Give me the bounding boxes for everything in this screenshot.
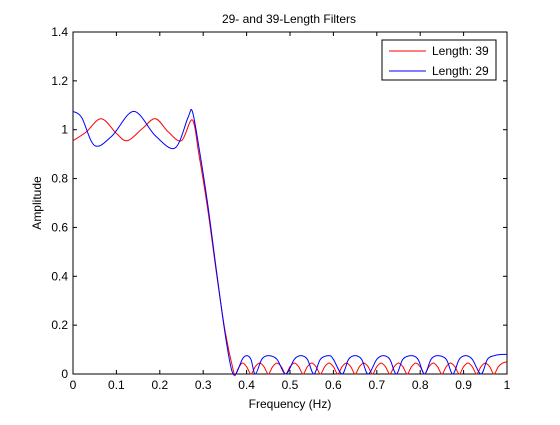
legend-label-2: Length: 29 xyxy=(432,64,489,78)
x-tick-label: 0.8 xyxy=(412,378,429,392)
x-tick-label: 0.7 xyxy=(368,378,385,392)
x-tick-label: 0.3 xyxy=(195,378,212,392)
x-tick-label: 0.5 xyxy=(282,378,299,392)
y-tick-label: 1 xyxy=(61,123,68,137)
plot-area xyxy=(73,32,507,374)
x-tick-label: 0.6 xyxy=(325,378,342,392)
x-tick-label: 1 xyxy=(504,378,511,392)
y-tick-label: 0.4 xyxy=(51,269,68,283)
x-tick-label: 0.2 xyxy=(151,378,168,392)
y-tick-label: 0 xyxy=(61,367,68,381)
x-tick-label: 0.4 xyxy=(238,378,255,392)
y-axis-title: Amplitude xyxy=(30,176,44,230)
legend-label-1: Length: 39 xyxy=(432,44,489,58)
y-tick-label: 0.2 xyxy=(51,318,68,332)
x-tick-label: 0.1 xyxy=(108,378,125,392)
y-tick-label: 1.4 xyxy=(51,25,68,39)
legend: Length: 39 Length: 29 xyxy=(382,40,496,80)
x-tick-label: 0 xyxy=(70,378,77,392)
chart-title: 29- and 39-Length Filters xyxy=(222,12,356,26)
x-axis-title: Frequency (Hz) xyxy=(249,397,332,411)
y-tick-label: 0.6 xyxy=(51,220,68,234)
y-tick-label: 0.8 xyxy=(51,172,68,186)
x-tick-label: 0.9 xyxy=(455,378,472,392)
y-tick-label: 1.2 xyxy=(51,74,68,88)
